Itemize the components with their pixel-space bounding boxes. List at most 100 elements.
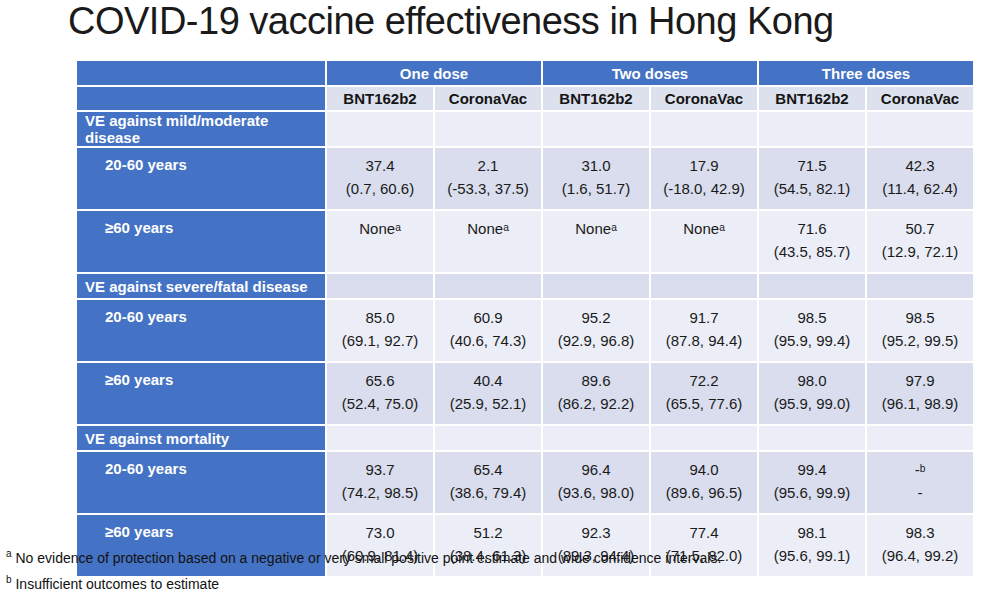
ve-confidence-interval: (92.9, 96.8) <box>543 328 649 353</box>
row-label-age: ≥60 years <box>77 363 325 424</box>
ve-point-estimate: 94.0 <box>651 459 757 480</box>
ve-confidence-interval: (40.6, 74.3) <box>435 328 541 353</box>
ve-point-estimate: 99.4 <box>759 459 865 480</box>
ve-confidence-interval: (95.6, 99.1) <box>759 543 865 568</box>
row-label-age: 20-60 years <box>77 452 325 513</box>
dose-group-two-doses: Two doses <box>543 61 757 85</box>
ve-table: One dose Two doses Three doses BNT162b2 … <box>75 59 975 578</box>
ve-cell: 65.4(38.6, 79.4) <box>435 452 541 513</box>
slide-title: COVID-19 vaccine effectiveness in Hong K… <box>68 0 834 43</box>
ve-point-estimate: 50.7 <box>867 218 973 239</box>
dose-group-three-doses: Three doses <box>759 61 973 85</box>
footnote-a: a No evidence of protection based on a n… <box>6 543 721 569</box>
ve-cell: 42.3(11.4, 62.4) <box>867 148 973 209</box>
row-label-age: 20-60 years <box>77 148 325 209</box>
ve-point-estimate: 98.5 <box>759 307 865 328</box>
ve-cell: 2.1(-53.3, 37.5) <box>435 148 541 209</box>
corner-cell <box>77 87 325 110</box>
empty-cell <box>867 112 973 146</box>
empty-cell <box>651 112 757 146</box>
table-row: 20-60 years 93.7(74.2, 98.5) 65.4(38.6, … <box>77 452 973 513</box>
ve-point-estimate: Noneᵃ <box>327 218 433 239</box>
ve-point-estimate: -ᵇ <box>867 459 973 480</box>
ve-confidence-interval: (95.2, 99.5) <box>867 328 973 353</box>
ve-confidence-interval: (1.6, 51.7) <box>543 176 649 201</box>
table-row: 20-60 years 85.0(69.1, 92.7) 60.9(40.6, … <box>77 300 973 361</box>
ve-point-estimate: 95.2 <box>543 307 649 328</box>
ve-cell: 17.9(-18.0, 42.9) <box>651 148 757 209</box>
ve-confidence-interval: (95.9, 99.0) <box>759 391 865 416</box>
dose-header-row: One dose Two doses Three doses <box>77 61 973 85</box>
table-row: ≥60 years 65.6(52.4, 75.0) 40.4(25.9, 52… <box>77 363 973 424</box>
ve-cell: 85.0(69.1, 92.7) <box>327 300 433 361</box>
ve-cell: 65.6(52.4, 75.0) <box>327 363 433 424</box>
ve-point-estimate: 91.7 <box>651 307 757 328</box>
corner-cell <box>77 61 325 85</box>
vaccine-header-row: BNT162b2 CoronaVac BNT162b2 CoronaVac BN… <box>77 87 973 110</box>
footnote-b: b Insufficient outcomes to estimate <box>6 569 721 590</box>
ve-cell: 98.5(95.9, 99.4) <box>759 300 865 361</box>
ve-cell: 93.7(74.2, 98.5) <box>327 452 433 513</box>
ve-point-estimate: 97.9 <box>867 370 973 391</box>
ve-cell: Noneᵃ <box>327 211 433 272</box>
ve-point-estimate: 93.7 <box>327 459 433 480</box>
section-header-row: VE against mild/moderate disease <box>77 112 973 146</box>
ve-cell: 91.7(87.8, 94.4) <box>651 300 757 361</box>
ve-cell: 94.0(89.6, 96.5) <box>651 452 757 513</box>
ve-point-estimate: 98.3 <box>867 522 973 543</box>
empty-cell <box>435 274 541 298</box>
empty-cell <box>327 112 433 146</box>
ve-confidence-interval: (87.8, 94.4) <box>651 328 757 353</box>
empty-cell <box>759 274 865 298</box>
ve-cell: 40.4(25.9, 52.1) <box>435 363 541 424</box>
footnote-b-text: Insufficient outcomes to estimate <box>15 575 219 590</box>
empty-cell <box>651 274 757 298</box>
ve-point-estimate: 73.0 <box>327 522 433 543</box>
col-header-vaccine: CoronaVac <box>867 87 973 110</box>
ve-confidence-interval: (96.1, 98.9) <box>867 391 973 416</box>
ve-cell: 50.7(12.9, 72.1) <box>867 211 973 272</box>
ve-confidence-interval: (11.4, 62.4) <box>867 176 973 201</box>
ve-point-estimate: 60.9 <box>435 307 541 328</box>
ve-point-estimate: 37.4 <box>327 155 433 176</box>
ve-cell: 96.4(93.6, 98.0) <box>543 452 649 513</box>
ve-confidence-interval: (0.7, 60.6) <box>327 176 433 201</box>
ve-confidence-interval: (54.5, 82.1) <box>759 176 865 201</box>
section-header-row: VE against mortality <box>77 426 973 450</box>
empty-cell <box>435 426 541 450</box>
table-row: 20-60 years 37.4(0.7, 60.6) 2.1(-53.3, 3… <box>77 148 973 209</box>
section-label-mortality: VE against mortality <box>77 426 325 450</box>
ve-cell: 71.5(54.5, 82.1) <box>759 148 865 209</box>
footnote-a-text: No evidence of protection based on a neg… <box>15 550 721 566</box>
empty-cell <box>435 112 541 146</box>
ve-confidence-interval: (93.6, 98.0) <box>543 480 649 505</box>
ve-point-estimate: Noneᵃ <box>435 218 541 239</box>
ve-cell: Noneᵃ <box>435 211 541 272</box>
ve-point-estimate: 89.6 <box>543 370 649 391</box>
ve-point-estimate: 92.3 <box>543 522 649 543</box>
col-header-vaccine: BNT162b2 <box>759 87 865 110</box>
empty-cell <box>327 426 433 450</box>
ve-confidence-interval: - <box>867 480 973 505</box>
ve-cell: 31.0(1.6, 51.7) <box>543 148 649 209</box>
ve-confidence-interval: (25.9, 52.1) <box>435 391 541 416</box>
ve-point-estimate: 71.6 <box>759 218 865 239</box>
ve-point-estimate: Noneᵃ <box>651 218 757 239</box>
ve-confidence-interval: (96.4, 99.2) <box>867 543 973 568</box>
ve-point-estimate: 72.2 <box>651 370 757 391</box>
empty-cell <box>543 274 649 298</box>
ve-cell: 98.3(96.4, 99.2) <box>867 515 973 576</box>
ve-point-estimate: 42.3 <box>867 155 973 176</box>
ve-point-estimate: 96.4 <box>543 459 649 480</box>
col-header-vaccine: CoronaVac <box>435 87 541 110</box>
ve-confidence-interval: (65.5, 77.6) <box>651 391 757 416</box>
ve-point-estimate: 98.0 <box>759 370 865 391</box>
ve-point-estimate: 51.2 <box>435 522 541 543</box>
section-label-severe-fatal: VE against severe/fatal disease <box>77 274 325 298</box>
empty-cell <box>867 426 973 450</box>
ve-confidence-interval: (52.4, 75.0) <box>327 391 433 416</box>
ve-confidence-interval: (74.2, 98.5) <box>327 480 433 505</box>
row-label-age: ≥60 years <box>77 211 325 272</box>
row-label-age: 20-60 years <box>77 300 325 361</box>
ve-confidence-interval: (86.2, 92.2) <box>543 391 649 416</box>
